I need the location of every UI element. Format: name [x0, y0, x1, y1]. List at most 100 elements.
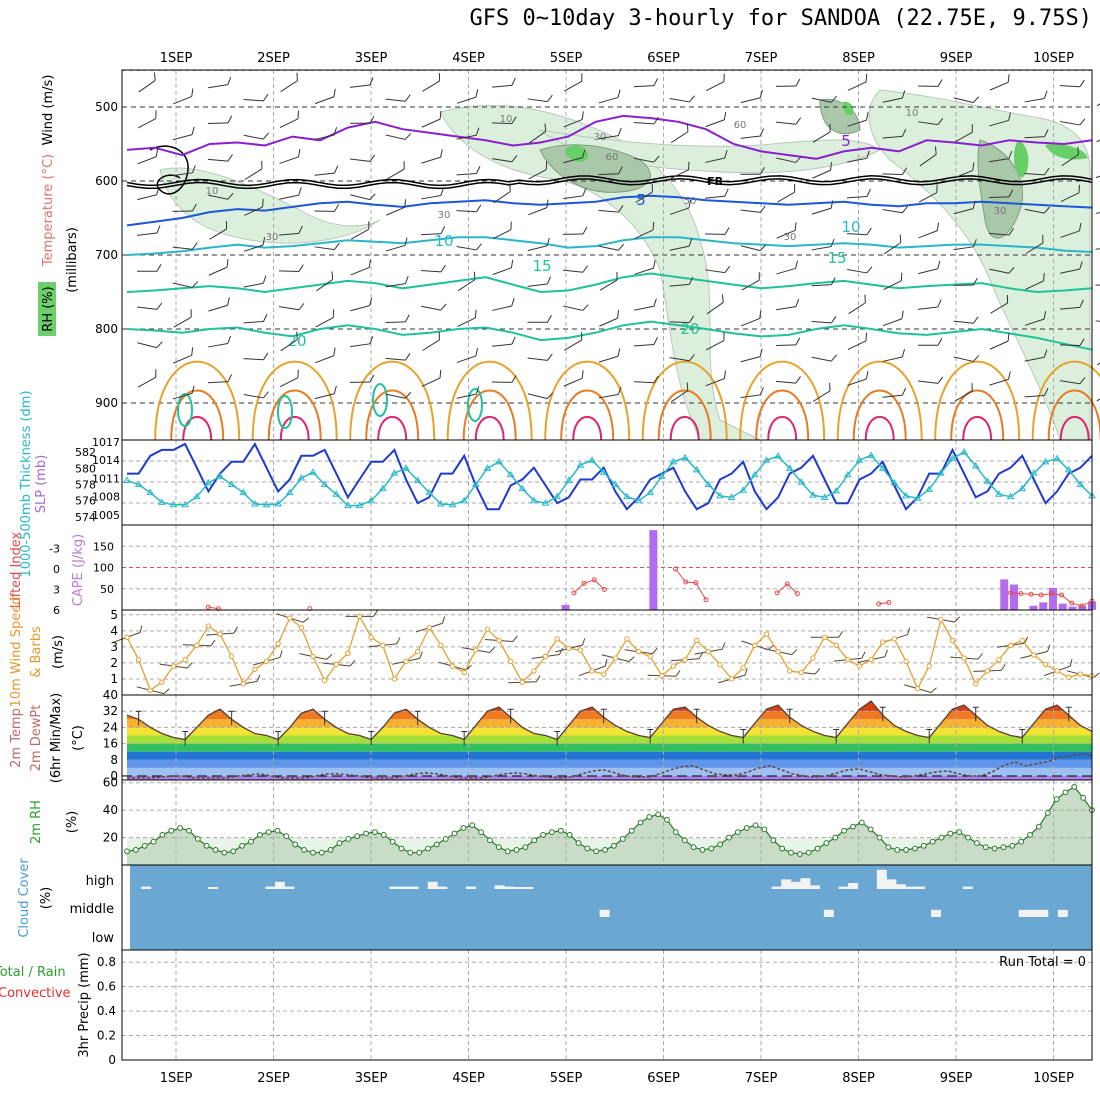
wind-barb [988, 189, 1014, 199]
wind-barb [172, 165, 196, 177]
wind-barb [456, 166, 481, 176]
rh-marker [982, 844, 989, 851]
rh-contour-label: 10 [906, 108, 919, 119]
rh-marker [132, 847, 139, 853]
thickness-marker [948, 454, 957, 462]
svg-text:Wind (m/s): Wind (m/s) [41, 75, 56, 146]
wind-barb [598, 89, 621, 104]
cape-bar [1000, 579, 1009, 610]
wind-barb [527, 276, 552, 287]
rh-marker [929, 838, 936, 845]
y-tick-label: 32 [103, 704, 118, 718]
thickness-marker [1041, 457, 1050, 465]
rh-contour-fill [868, 89, 1091, 441]
cape-bar [1058, 603, 1067, 610]
rh-marker [1062, 789, 1069, 796]
li-marker [1028, 591, 1034, 597]
svg-text:CAPE (J/kg): CAPE (J/kg) [71, 534, 86, 606]
rh-contour-label: 60 [734, 120, 747, 131]
wind-barb [457, 271, 476, 292]
y-tick-label: 4 [110, 624, 118, 638]
wind-barb [527, 392, 554, 400]
wind-barb [385, 133, 412, 140]
thickness-marker [483, 464, 492, 471]
wind-barb [953, 200, 976, 215]
wind-barb [563, 149, 586, 164]
cloud-bar [915, 886, 926, 889]
wind-barb [1025, 234, 1044, 254]
cloud-bar [876, 869, 887, 889]
cape-bar [1039, 602, 1048, 610]
thickness-marker [727, 493, 736, 500]
y-tick-label: 16 [103, 737, 118, 751]
wind-barb [207, 115, 233, 125]
rh-marker [433, 841, 440, 848]
isotherm-label: 10 [434, 232, 453, 250]
thickness-marker [646, 488, 655, 496]
cloud-bar [274, 881, 285, 889]
y-tick-label: 24 [103, 720, 118, 734]
thickness-marker [413, 476, 422, 483]
wind-speed-marker [519, 679, 526, 685]
rh-area [127, 786, 1092, 865]
rh-marker [619, 836, 626, 842]
y-tick-label: 40 [103, 803, 118, 817]
wind-barb [208, 297, 230, 312]
wind-barb [1025, 272, 1045, 290]
rh-marker [974, 840, 980, 846]
rh-marker [177, 825, 184, 831]
li-marker [683, 579, 689, 585]
y-tick-label: 50 [100, 583, 114, 596]
top-date-label: 6SEP [647, 51, 680, 66]
thickness-marker [553, 492, 562, 500]
wind-speed-marker [554, 636, 560, 642]
wind-barb [740, 166, 765, 175]
top-date-label: 1SEP [160, 51, 193, 66]
wind-barb [529, 123, 547, 144]
rh-marker [274, 827, 281, 834]
isotherm-line [962, 415, 993, 441]
y-axis-label: CAPE (J/kg) [71, 534, 86, 606]
isotherm-line [474, 415, 505, 441]
wind-speed-marker [368, 634, 374, 640]
isotherm-line [950, 389, 1005, 441]
wind-barb [278, 264, 304, 273]
li-marker [876, 601, 882, 607]
wind-barb [883, 234, 902, 255]
wind-speed-marker [949, 637, 956, 644]
rh-marker [283, 833, 290, 840]
thickness-marker [506, 470, 515, 478]
wind-barb [918, 117, 944, 126]
cape-bar [649, 530, 658, 610]
isotherm-line [277, 395, 293, 429]
top-date-label: 2SEP [257, 51, 290, 66]
wind-barb [633, 116, 659, 125]
y-tick-label: high [86, 874, 114, 889]
y-axis-label: (m/s) [51, 635, 66, 669]
y-tick-label: 580 [75, 462, 96, 475]
wind-barb [1096, 94, 1100, 107]
cloud-bar [265, 886, 276, 889]
wind-barb [314, 88, 336, 105]
y-tick-label: 582 [75, 446, 96, 459]
y-tick-label: low [92, 931, 115, 946]
isotherm-line [852, 389, 907, 441]
wind-speed-marker [740, 665, 746, 671]
y-tick-label: 100 [93, 562, 114, 575]
wind-barb [669, 354, 695, 362]
y-axis-label: Temperature (°C) [41, 154, 56, 267]
rh-marker [442, 836, 449, 842]
wind-speed-marker [426, 624, 432, 631]
wind-speed-marker [624, 636, 630, 642]
thickness-marker [936, 469, 945, 476]
thickness-marker [797, 478, 806, 485]
wind-speed-marker [845, 657, 851, 663]
rh-marker [699, 847, 706, 853]
wind-barb [989, 371, 1011, 386]
isotherm-line [657, 389, 712, 441]
wind-barb [811, 277, 836, 287]
rh-marker [1044, 810, 1051, 816]
rh-marker [566, 831, 573, 838]
wind-barb [207, 154, 233, 162]
wind-barb [740, 89, 763, 104]
